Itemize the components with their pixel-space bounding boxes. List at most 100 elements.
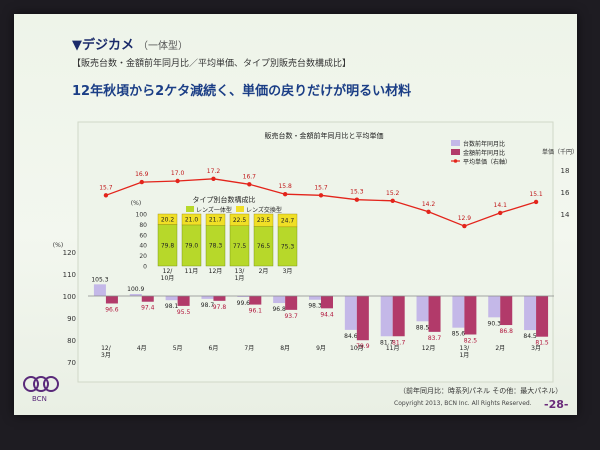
inset-data-label-interchangeable: 21.0: [185, 216, 199, 223]
amount-data-label: 81.7: [392, 339, 406, 346]
inset-x-category-label: 12/10月: [161, 268, 175, 282]
price-point: [462, 223, 467, 229]
price-data-label: 15.7: [314, 184, 328, 191]
units-data-label: 98.7: [201, 302, 215, 309]
units-data-label: 81.7: [380, 339, 394, 346]
price-data-label: 16.9: [135, 171, 149, 178]
units-bar: [93, 284, 106, 296]
price-data-label: 14.1: [494, 202, 508, 209]
x-category-label: 9月: [316, 345, 326, 352]
amount-data-label: 93.7: [284, 313, 298, 320]
legend-label-units: 台数前年同月比: [463, 140, 505, 148]
y2-axis-label: 単価（千円）: [542, 148, 577, 156]
section-title-text: ▼デジカメ: [72, 38, 134, 53]
y2-tick-label: 14: [561, 211, 570, 219]
inset-data-label-integrated: 79.8: [161, 242, 175, 249]
inset-y-tick-label: 0: [143, 264, 147, 271]
amount-data-label: 96.1: [249, 308, 263, 315]
inset-y-tick-label: 20: [139, 253, 147, 260]
x-category-label: 3月: [531, 345, 541, 352]
inset-data-label-integrated: 75.3: [281, 243, 295, 250]
units-bar: [201, 296, 214, 299]
price-data-label: 15.1: [529, 191, 543, 198]
x-category-label: 5月: [173, 345, 183, 352]
price-data-label: 15.3: [350, 189, 364, 196]
units-bar: [488, 296, 501, 318]
units-bar: [273, 296, 286, 304]
units-bar: [129, 294, 142, 296]
price-data-label: 15.7: [99, 184, 113, 191]
units-bar: [309, 296, 321, 300]
price-point: [247, 182, 252, 187]
y2-tick-label: 16: [561, 189, 570, 197]
page-number: -28-: [544, 398, 569, 411]
inset-data-label-integrated: 78.3: [209, 243, 223, 250]
x-category-label: 12/3月: [101, 345, 112, 359]
inset-data-label-integrated: 79.0: [185, 242, 199, 249]
inset-x-category-label: 12月: [209, 268, 223, 275]
inset-data-label-integrated: 77.5: [233, 243, 247, 250]
amount-data-label: 95.5: [177, 309, 191, 316]
logo-text: BCN: [32, 395, 47, 403]
copyright: Copyright 2013, BCN Inc. All Rights Rese…: [394, 400, 532, 407]
y-tick-label: 110: [63, 271, 76, 279]
amount-bar: [500, 296, 513, 326]
inset-bar-interchangeable: [181, 213, 202, 226]
inset-y-tick-label: 60: [139, 232, 147, 239]
units-bar: [452, 296, 465, 328]
price-data-label: 12.9: [458, 215, 472, 222]
amount-bar: [285, 296, 298, 310]
amount-data-label: 83.7: [428, 335, 442, 342]
x-category-label: 10月: [350, 345, 364, 352]
inset-data-label-integrated: 76.5: [257, 243, 271, 250]
amount-bar: [464, 296, 477, 335]
headline: 12年秋頃から2ケタ減続く、単価の戻りだけが明るい材料: [72, 84, 412, 99]
x-category-label: 7月: [244, 345, 254, 352]
x-category-label: 13/1月: [459, 345, 470, 359]
units-data-label: 90.3: [488, 320, 502, 327]
inset-data-label-interchangeable: 21.7: [209, 217, 223, 224]
amount-bar: [141, 296, 154, 302]
legend-label-amount: 金額前年同月比: [463, 149, 505, 157]
price-point: [175, 178, 180, 184]
price-point: [498, 210, 503, 216]
price-data-label: 15.8: [278, 183, 292, 190]
units-data-label: 85.6: [452, 331, 466, 338]
units-bar: [524, 296, 537, 331]
section-title: ▼デジカメ （一体型）: [72, 34, 351, 53]
amount-bar: [177, 296, 190, 306]
inset-data-label-interchangeable: 23.5: [257, 217, 271, 224]
inset-bar-interchangeable: [157, 213, 178, 225]
units-data-label: 98.3: [308, 303, 322, 310]
units-bar: [416, 296, 429, 322]
legend-swatch-amount: [451, 149, 460, 155]
y-tick-label: 70: [67, 359, 76, 367]
amount-bar: [536, 296, 549, 337]
units-data-label: 88.5: [416, 324, 430, 331]
units-data-label: 84.6: [344, 333, 358, 340]
price-point: [282, 192, 288, 197]
price-point: [103, 193, 109, 198]
subheading: 【販売台数・金額前年同月比／平均単価、タイプ別販売台数構成比】: [72, 59, 352, 69]
slide: ▼デジカメ （一体型） 【販売台数・金額前年同月比／平均単価、タイプ別販売台数構成…: [14, 14, 577, 415]
price-point: [390, 198, 395, 203]
logo-mark: BCN: [23, 376, 59, 403]
amount-data-label: 97.8: [213, 304, 227, 311]
inset-y-unit: (%): [131, 200, 141, 207]
amount-data-label: 96.6: [105, 306, 119, 313]
units-data-label: 99.6: [237, 300, 251, 307]
inset-bar-interchangeable: [277, 213, 298, 228]
legend-label-price: 平均単価（右軸）: [463, 158, 511, 166]
amount-bar: [356, 296, 369, 341]
price-point: [533, 199, 539, 205]
units-bar: [380, 296, 393, 337]
x-category-label: 8月: [280, 345, 290, 352]
inset-legend-label-integrated: レンズ一体型: [196, 206, 232, 214]
units-bar: [165, 296, 178, 301]
amount-data-label: 86.8: [500, 328, 514, 335]
units-data-label: 98.1: [165, 303, 179, 310]
price-point: [211, 176, 216, 181]
amount-bar: [428, 296, 441, 332]
inset-bar-interchangeable: [229, 213, 250, 226]
x-category-label: 4月: [137, 345, 147, 352]
